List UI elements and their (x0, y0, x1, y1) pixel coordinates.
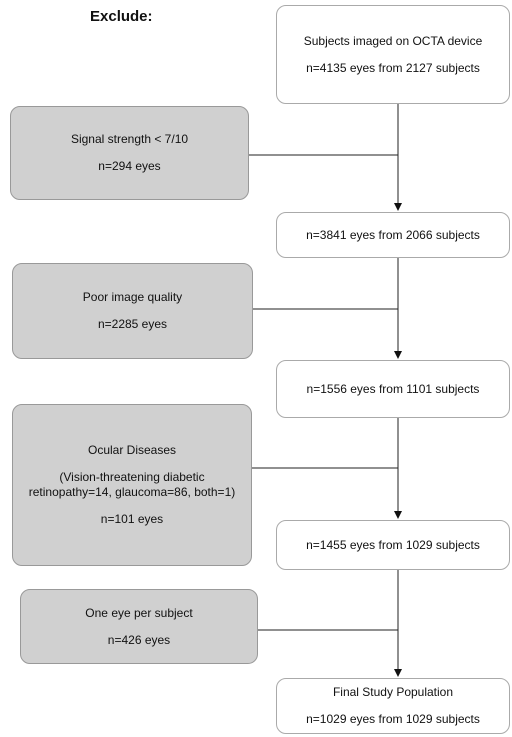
box-text: n=1029 eyes from 1029 subjects (306, 712, 480, 726)
exclusion-box: Ocular Diseases (Vision-threatening diabe… (12, 404, 252, 566)
header-title: Exclude: (90, 8, 153, 25)
exclusion-box: Poor image quality n=2285 eyes (12, 263, 253, 359)
exclusion-box: Signal strength < 7/10 n=294 eyes (10, 106, 249, 200)
box-text: n=2285 eyes (97, 317, 168, 331)
box-text: One eye per subject (85, 605, 193, 620)
box-text: Final Study Population (332, 685, 454, 699)
box-text: n=294 eyes (98, 159, 161, 173)
box-text: n=4135 eyes from 2127 subjects (306, 60, 480, 75)
flow-box: Final Study Population n=1029 eyes from 1… (276, 678, 510, 734)
box-text: Subjects imaged on OCTA device (303, 33, 483, 48)
flow-box: n=3841 eyes from 2066 subjects (276, 212, 510, 258)
box-text: n=1556 eyes from 1101 subjects (306, 381, 480, 396)
box-text: Signal strength < 7/10 (70, 132, 189, 146)
flow-box: Subjects imaged on OCTA device n=4135 eye… (276, 5, 510, 104)
box-text: n=1455 eyes from 1029 subjects (306, 537, 480, 552)
box-text: n=426 eyes (107, 632, 171, 647)
flow-box: n=1455 eyes from 1029 subjects (276, 520, 510, 570)
box-text: Ocular Diseases (87, 443, 177, 457)
box-text: n=3841 eyes from 2066 subjects (306, 227, 480, 242)
box-text: n=101 eyes (100, 512, 164, 526)
flow-box: n=1556 eyes from 1101 subjects (276, 360, 510, 418)
exclusion-box: One eye per subject n=426 eyes (20, 589, 258, 664)
box-text: Poor image quality (82, 290, 183, 304)
box-text: (Vision-threatening diabetic retinopathy… (28, 470, 236, 499)
